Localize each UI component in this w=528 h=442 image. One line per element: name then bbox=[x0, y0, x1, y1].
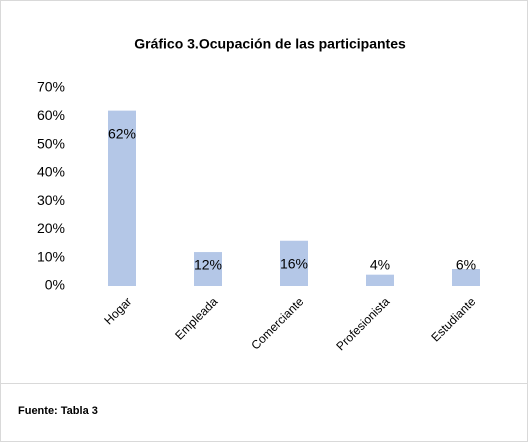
y-tick-label: 10% bbox=[37, 248, 65, 264]
y-tick-label: 70% bbox=[37, 79, 65, 95]
data-label: 12% bbox=[194, 257, 222, 273]
y-tick-label: 60% bbox=[37, 107, 65, 123]
y-tick-label: 40% bbox=[37, 164, 65, 180]
bar bbox=[366, 274, 394, 286]
y-tick-label: 30% bbox=[37, 192, 65, 208]
chart-title: Gráfico 3.Ocupación de las participantes bbox=[134, 36, 406, 52]
y-tick-label: 50% bbox=[37, 135, 65, 151]
bar bbox=[108, 110, 136, 286]
data-label: 4% bbox=[370, 257, 390, 273]
y-tick-label: 0% bbox=[45, 277, 65, 293]
bar bbox=[194, 252, 222, 286]
data-label: 62% bbox=[108, 125, 136, 141]
data-label: 16% bbox=[280, 255, 308, 271]
bar bbox=[280, 240, 308, 286]
source-note: Fuente: Tabla 3 bbox=[18, 405, 98, 417]
bar bbox=[452, 269, 480, 286]
y-tick-label: 20% bbox=[37, 220, 65, 236]
data-label: 6% bbox=[456, 257, 476, 273]
